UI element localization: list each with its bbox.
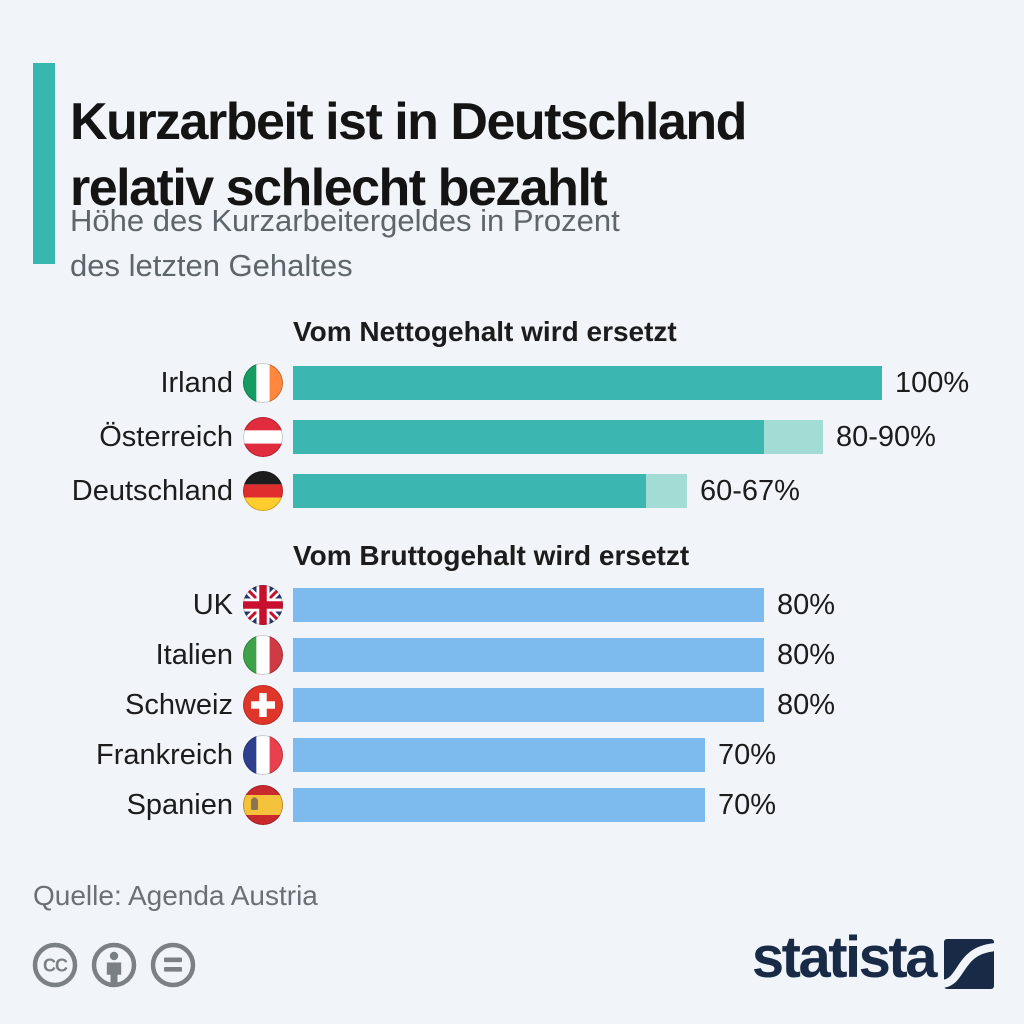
chart-section-netto: Vom Nettogehalt wird ersetzt Irland 100% Ö… bbox=[30, 316, 1000, 518]
svg-text:CC: CC bbox=[43, 956, 68, 976]
page-subtitle: Höhe des Kurzarbeitergeldes in Prozent d… bbox=[70, 198, 620, 288]
chart-row: Deutschland 60-67% bbox=[30, 464, 1000, 518]
chart-row: Schweiz 80% bbox=[30, 680, 1000, 730]
bar-track: 70% bbox=[293, 788, 776, 822]
license-icons: CC bbox=[32, 942, 196, 988]
statista-logo-mark-icon bbox=[944, 939, 994, 989]
flag-france-icon bbox=[243, 735, 283, 775]
bar-track: 80% bbox=[293, 588, 835, 622]
country-label: Frankreich bbox=[96, 738, 233, 771]
flag-italy-icon bbox=[243, 635, 283, 675]
chart-rows-brutto: UK 80% Italien 80% Schweiz 80% Frankreich 70% Sp… bbox=[30, 580, 1000, 830]
chart-row: Frankreich 70% bbox=[30, 730, 1000, 780]
value-label: 100% bbox=[895, 366, 970, 399]
source-note: Quelle: Agenda Austria bbox=[33, 880, 318, 911]
value-label: 60-67% bbox=[700, 474, 800, 507]
value-label: 70% bbox=[718, 738, 777, 771]
chart-row: Spanien 70% bbox=[30, 780, 1000, 830]
bar-segment-main bbox=[293, 638, 764, 672]
statista-logo: statista bbox=[752, 926, 994, 990]
bar-track: 60-67% bbox=[293, 474, 800, 508]
chart-section-brutto: Vom Bruttogehalt wird ersetzt UK 80% Itali… bbox=[30, 540, 1000, 830]
country-label: Schweiz bbox=[125, 688, 233, 721]
chart-row: Österreich 80-90% bbox=[30, 410, 1000, 464]
bar-segment-main bbox=[293, 420, 764, 454]
flag-switzerland-icon bbox=[243, 685, 283, 725]
bar-segment-main bbox=[293, 588, 764, 622]
flag-spain-icon bbox=[243, 785, 283, 825]
bar-track: 70% bbox=[293, 738, 776, 772]
country-label: UK bbox=[192, 588, 233, 621]
bar-segment-range bbox=[646, 474, 687, 508]
cc-icon: CC bbox=[32, 942, 78, 988]
statista-logo-text: statista bbox=[751, 925, 938, 990]
flag-uk-icon bbox=[243, 585, 283, 625]
bar-track: 100% bbox=[293, 366, 969, 400]
country-label: Italien bbox=[155, 638, 233, 671]
chart-row: Italien 80% bbox=[30, 630, 1000, 680]
bar-track: 80-90% bbox=[293, 420, 936, 454]
chart-row: UK 80% bbox=[30, 580, 1000, 630]
chart-title-brutto: Vom Bruttogehalt wird ersetzt bbox=[293, 540, 690, 571]
bar-segment-range bbox=[764, 420, 823, 454]
chart-rows-netto: Irland 100% Österreich 80-90% Deutschland 60-… bbox=[30, 356, 1000, 518]
subtitle-line-2: des letzten Gehaltes bbox=[70, 248, 353, 283]
bar-track: 80% bbox=[293, 638, 835, 672]
equals-icon bbox=[150, 942, 196, 988]
title-line-1: Kurzarbeit ist in Deutschland bbox=[70, 92, 747, 151]
country-label: Irland bbox=[160, 366, 233, 399]
value-label: 80% bbox=[777, 638, 836, 671]
flag-austria-icon bbox=[243, 417, 283, 457]
value-label: 80% bbox=[777, 588, 836, 621]
title-line-2: relativ schlecht bezahlt bbox=[70, 158, 608, 217]
country-label: Österreich bbox=[99, 420, 233, 453]
subtitle-line-1: Höhe des Kurzarbeitergeldes in Prozent bbox=[70, 203, 620, 238]
country-label: Spanien bbox=[126, 788, 233, 821]
flag-germany-icon bbox=[243, 471, 283, 511]
chart-title-netto: Vom Nettogehalt wird ersetzt bbox=[293, 316, 677, 347]
bar-segment-main bbox=[293, 366, 882, 400]
value-label: 70% bbox=[718, 788, 777, 821]
bar-segment-main bbox=[293, 738, 705, 772]
attribution-icon bbox=[91, 942, 137, 988]
bar-segment-main bbox=[293, 788, 705, 822]
bar-track: 80% bbox=[293, 688, 835, 722]
flag-ireland-icon bbox=[243, 363, 283, 403]
country-label: Deutschland bbox=[71, 474, 233, 507]
page-title: Kurzarbeit ist in Deutschland relativ sc… bbox=[70, 89, 747, 221]
value-label: 80% bbox=[777, 688, 836, 721]
bar-segment-main bbox=[293, 474, 646, 508]
chart-row: Irland 100% bbox=[30, 356, 1000, 410]
bar-segment-main bbox=[293, 688, 764, 722]
accent-bar bbox=[33, 63, 55, 264]
value-label: 80-90% bbox=[836, 420, 936, 453]
